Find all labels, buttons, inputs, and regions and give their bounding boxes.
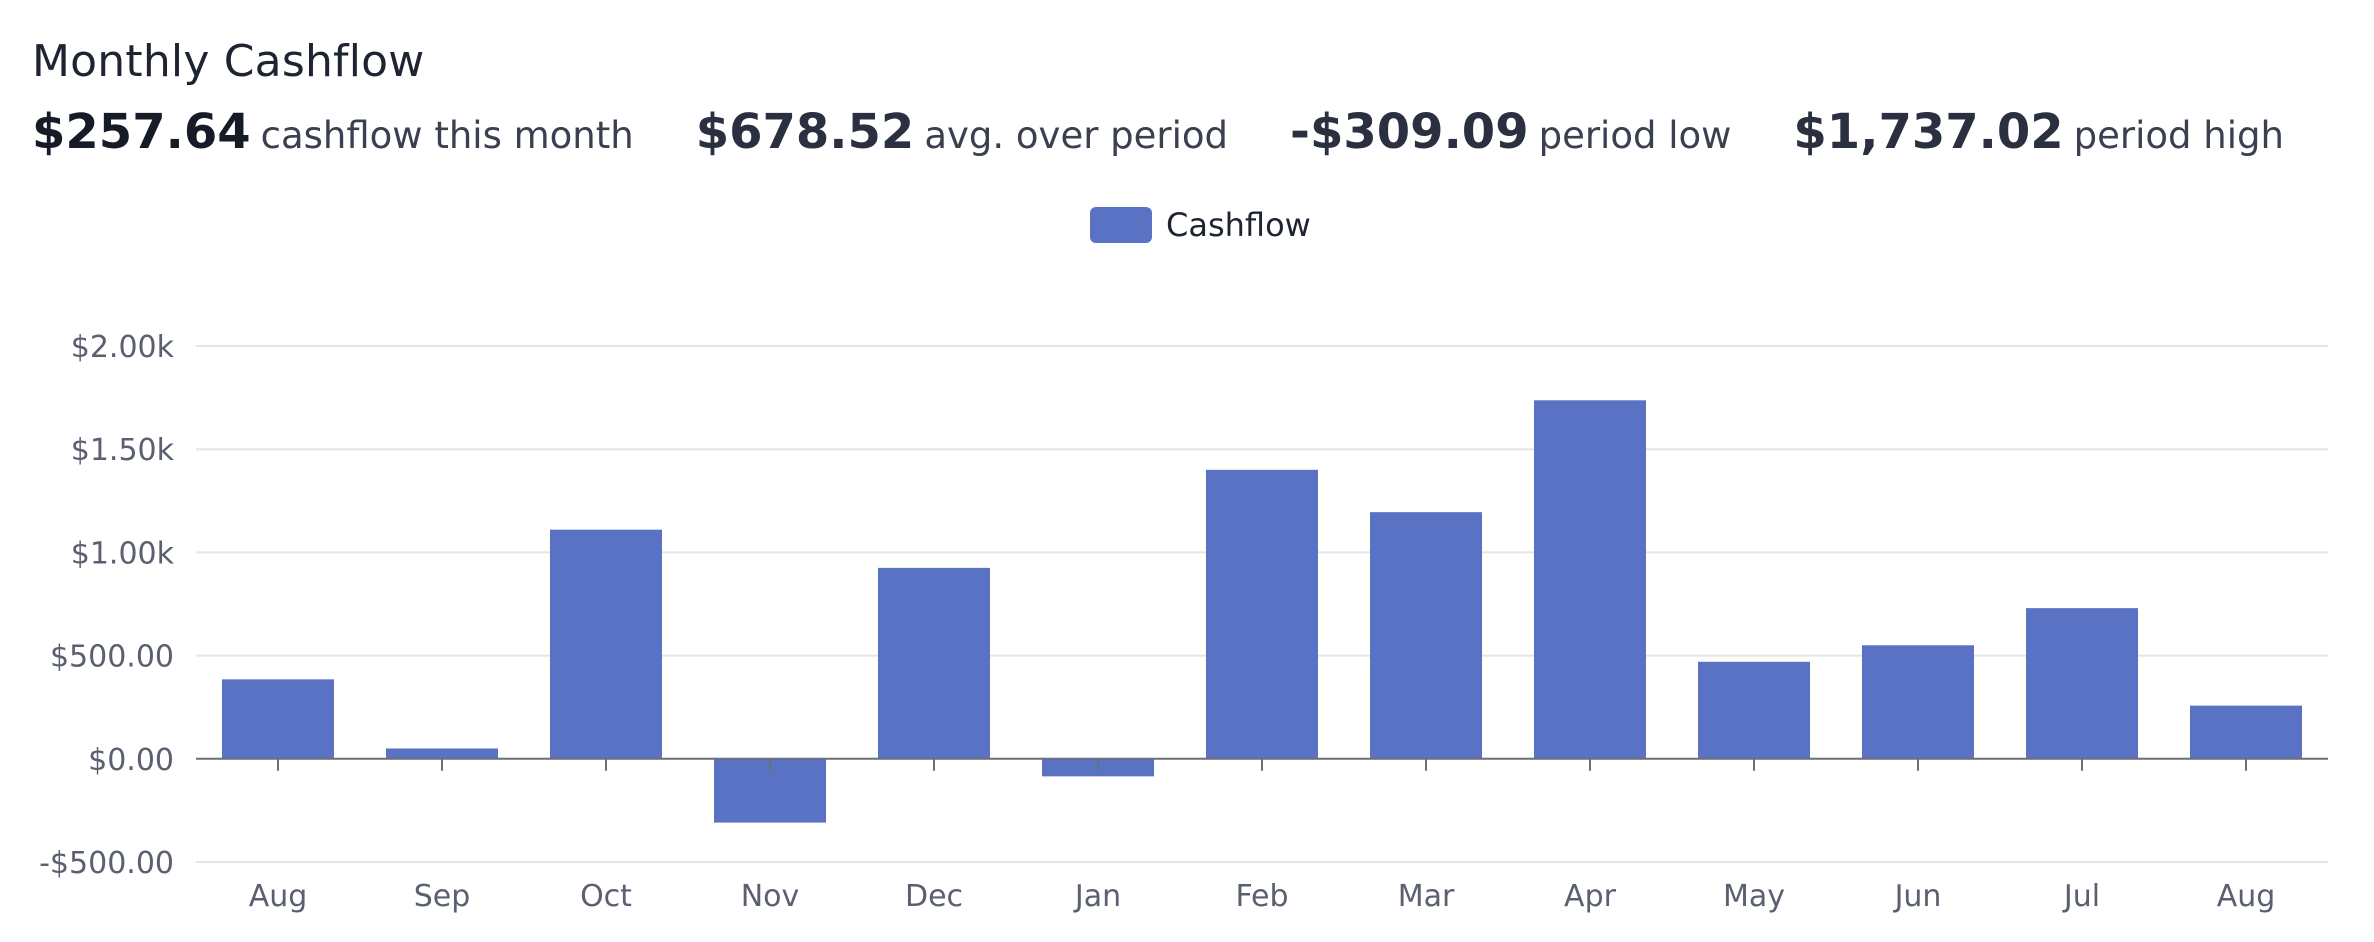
legend-swatch <box>1090 207 1152 243</box>
y-tick-label: $500.00 <box>50 640 174 675</box>
stat-period-low: -$309.09 period low <box>1290 104 1731 160</box>
stat-value: $257.64 <box>32 104 251 160</box>
y-tick-label: $1.50k <box>71 433 175 468</box>
stat-value: -$309.09 <box>1290 104 1529 160</box>
chart-title: Monthly Cashflow <box>32 36 425 87</box>
legend-label-cashflow: Cashflow <box>1166 206 1311 244</box>
stat-label: period high <box>2073 114 2284 157</box>
stat-value: $1,737.02 <box>1793 104 2064 160</box>
x-tick-label: Oct <box>580 879 632 914</box>
x-tick-label: Nov <box>741 879 800 914</box>
stat-this-month: $257.64 cashflow this month <box>32 104 634 160</box>
bar-may-9[interactable] <box>1698 661 1810 759</box>
stat-average: $678.52 avg. over period <box>696 104 1228 160</box>
axis-layer: -$500.00 $0.00 $500.00 $1.00k $1.50k $2.00k Au… <box>39 330 2328 914</box>
chart-legend[interactable]: Cashflow <box>1090 206 1311 244</box>
bar-oct-2[interactable] <box>550 529 662 759</box>
x-tick-label: Mar <box>1398 879 1455 914</box>
bar-sep-1[interactable] <box>386 748 498 759</box>
stat-period-high: $1,737.02 period high <box>1793 104 2284 160</box>
x-tick-label: Jun <box>1893 879 1942 914</box>
bar-aug-0[interactable] <box>222 679 334 759</box>
stat-label: avg. over period <box>924 114 1229 157</box>
y-tick-label: $0.00 <box>88 743 174 778</box>
stats-row: $257.64 cashflow this month $678.52 avg.… <box>32 104 2346 160</box>
stat-label: period low <box>1538 114 1732 157</box>
x-tick-label: Sep <box>414 879 471 914</box>
bar-feb-6[interactable] <box>1206 469 1318 759</box>
x-tick-label: Aug <box>249 879 308 914</box>
x-tick-label: Apr <box>1564 879 1617 914</box>
bar-layer <box>222 400 2302 823</box>
y-tick-label: $2.00k <box>71 330 175 365</box>
y-tick-label: $1.00k <box>71 536 175 571</box>
x-tick-label: Feb <box>1235 879 1288 914</box>
bar-mar-7[interactable] <box>1370 512 1482 759</box>
x-tick-label: Jul <box>2062 879 2100 914</box>
bar-aug-12[interactable] <box>2190 705 2302 759</box>
stat-label: cashflow this month <box>260 114 634 157</box>
x-tick-label: Dec <box>905 879 963 914</box>
x-tick-label: Aug <box>2217 879 2276 914</box>
x-tick-label: May <box>1723 879 1785 914</box>
bar-jun-10[interactable] <box>1862 645 1974 759</box>
stat-value: $678.52 <box>695 104 915 160</box>
x-tick-label: Jan <box>1073 879 1121 914</box>
bar-jul-11[interactable] <box>2026 608 2138 759</box>
bar-dec-4[interactable] <box>878 567 990 759</box>
bar-apr-8[interactable] <box>1534 400 1646 759</box>
y-tick-label: -$500.00 <box>39 846 174 881</box>
